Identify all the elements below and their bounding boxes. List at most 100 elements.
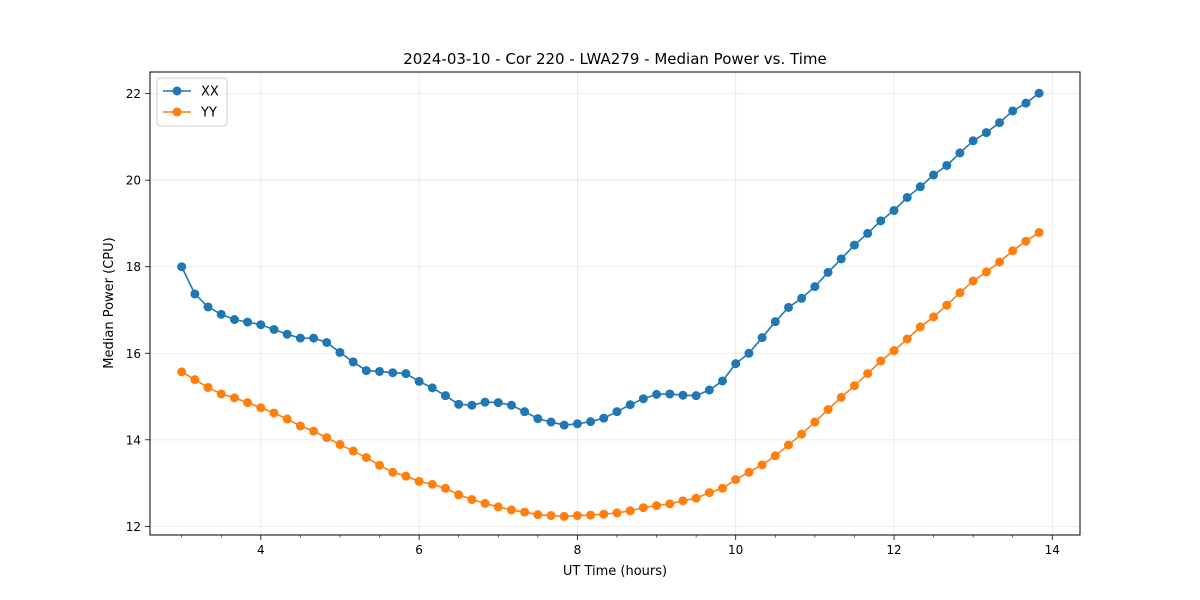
data-point-yy	[506, 505, 516, 515]
data-point-xx	[586, 417, 596, 427]
data-point-xx	[414, 376, 424, 386]
data-point-yy	[520, 507, 530, 517]
data-point-yy	[572, 511, 582, 521]
data-point-xx	[810, 282, 820, 292]
data-point-xx	[691, 391, 701, 401]
data-point-xx	[361, 366, 371, 376]
data-point-yy	[717, 483, 727, 493]
data-point-xx	[1034, 88, 1044, 98]
data-point-yy	[295, 421, 305, 431]
data-point-xx	[269, 324, 279, 334]
y-axis-label: Median Power (CPU)	[102, 237, 117, 368]
data-point-xx	[823, 267, 833, 277]
series-xx	[177, 88, 1044, 430]
data-point-xx	[638, 394, 648, 404]
data-point-xx	[348, 357, 358, 367]
data-point-xx	[942, 160, 952, 170]
data-point-xx	[427, 383, 437, 393]
x-tick-label: 8	[574, 543, 582, 557]
data-point-xx	[203, 302, 213, 312]
data-point-yy	[902, 334, 912, 344]
legend: XX YY	[156, 77, 228, 127]
data-point-xx	[322, 337, 332, 347]
legend-marker-yy	[172, 107, 182, 117]
data-point-yy	[309, 426, 319, 436]
data-point-xx	[929, 170, 939, 180]
data-point-yy	[955, 288, 965, 298]
data-point-xx	[216, 309, 226, 319]
data-point-yy	[810, 417, 820, 427]
data-point-xx	[1021, 98, 1031, 108]
data-point-yy	[744, 467, 754, 477]
x-tick-label: 6	[415, 543, 423, 557]
data-point-xx	[467, 400, 477, 410]
data-point-yy	[427, 479, 437, 489]
data-point-xx	[229, 315, 239, 325]
data-point-yy	[849, 381, 859, 391]
data-point-xx	[454, 399, 464, 409]
y-tick-label: 12	[126, 520, 141, 534]
data-point-xx	[955, 148, 965, 158]
series-layer	[177, 88, 1044, 521]
y-tick-label: 16	[126, 347, 141, 361]
data-point-xx	[797, 293, 807, 303]
data-point-yy	[322, 433, 332, 443]
data-point-yy	[731, 475, 741, 485]
data-point-yy	[915, 322, 925, 332]
data-point-yy	[388, 467, 398, 477]
legend-marker-xx	[172, 86, 182, 96]
data-point-yy	[546, 511, 556, 521]
data-point-yy	[836, 392, 846, 402]
data-point-xx	[282, 329, 292, 339]
data-point-yy	[929, 312, 939, 322]
data-point-yy	[480, 498, 490, 508]
data-point-yy	[638, 503, 648, 513]
data-point-yy	[1008, 246, 1018, 256]
data-point-yy	[440, 483, 450, 493]
data-point-yy	[243, 398, 253, 408]
data-point-xx	[612, 407, 622, 417]
data-point-xx	[335, 347, 345, 357]
data-point-xx	[493, 398, 503, 408]
data-point-yy	[559, 511, 569, 521]
data-point-yy	[704, 488, 714, 498]
data-point-xx	[783, 302, 793, 312]
grid	[150, 72, 1080, 535]
data-point-yy	[783, 440, 793, 450]
y-tick-label: 20	[126, 174, 141, 188]
axis-ticks: 4 6 8 10 12 14 12 14 16 18 20 22	[126, 87, 1060, 557]
data-point-xx	[849, 240, 859, 250]
x-axis-label: UT Time (hours)	[563, 564, 667, 579]
data-point-xx	[731, 359, 741, 369]
data-point-yy	[203, 382, 213, 392]
data-point-yy	[256, 403, 266, 413]
data-point-yy	[216, 389, 226, 399]
data-point-yy	[981, 267, 991, 277]
data-point-yy	[942, 300, 952, 310]
data-point-xx	[889, 205, 899, 215]
data-point-yy	[797, 429, 807, 439]
data-point-xx	[968, 136, 978, 146]
data-point-xx	[388, 368, 398, 378]
data-point-xx	[704, 385, 714, 395]
data-point-xx	[625, 400, 635, 410]
x-tick-label: 10	[728, 543, 743, 557]
legend-label-yy: YY	[200, 106, 217, 121]
data-point-xx	[309, 333, 319, 343]
chart-title: 2024-03-10 - Cor 220 - LWA279 - Median P…	[403, 50, 827, 68]
data-point-xx	[401, 369, 411, 379]
data-point-yy	[665, 499, 675, 509]
data-point-yy	[269, 408, 279, 418]
data-point-xx	[1008, 106, 1018, 116]
data-point-yy	[889, 346, 899, 356]
data-point-xx	[665, 389, 675, 399]
data-point-xx	[599, 413, 609, 423]
data-point-yy	[691, 493, 701, 503]
data-point-xx	[652, 389, 662, 399]
y-tick-label: 14	[126, 433, 141, 447]
data-point-xx	[770, 317, 780, 327]
data-point-yy	[401, 471, 411, 481]
data-point-xx	[836, 254, 846, 264]
data-point-yy	[652, 501, 662, 511]
